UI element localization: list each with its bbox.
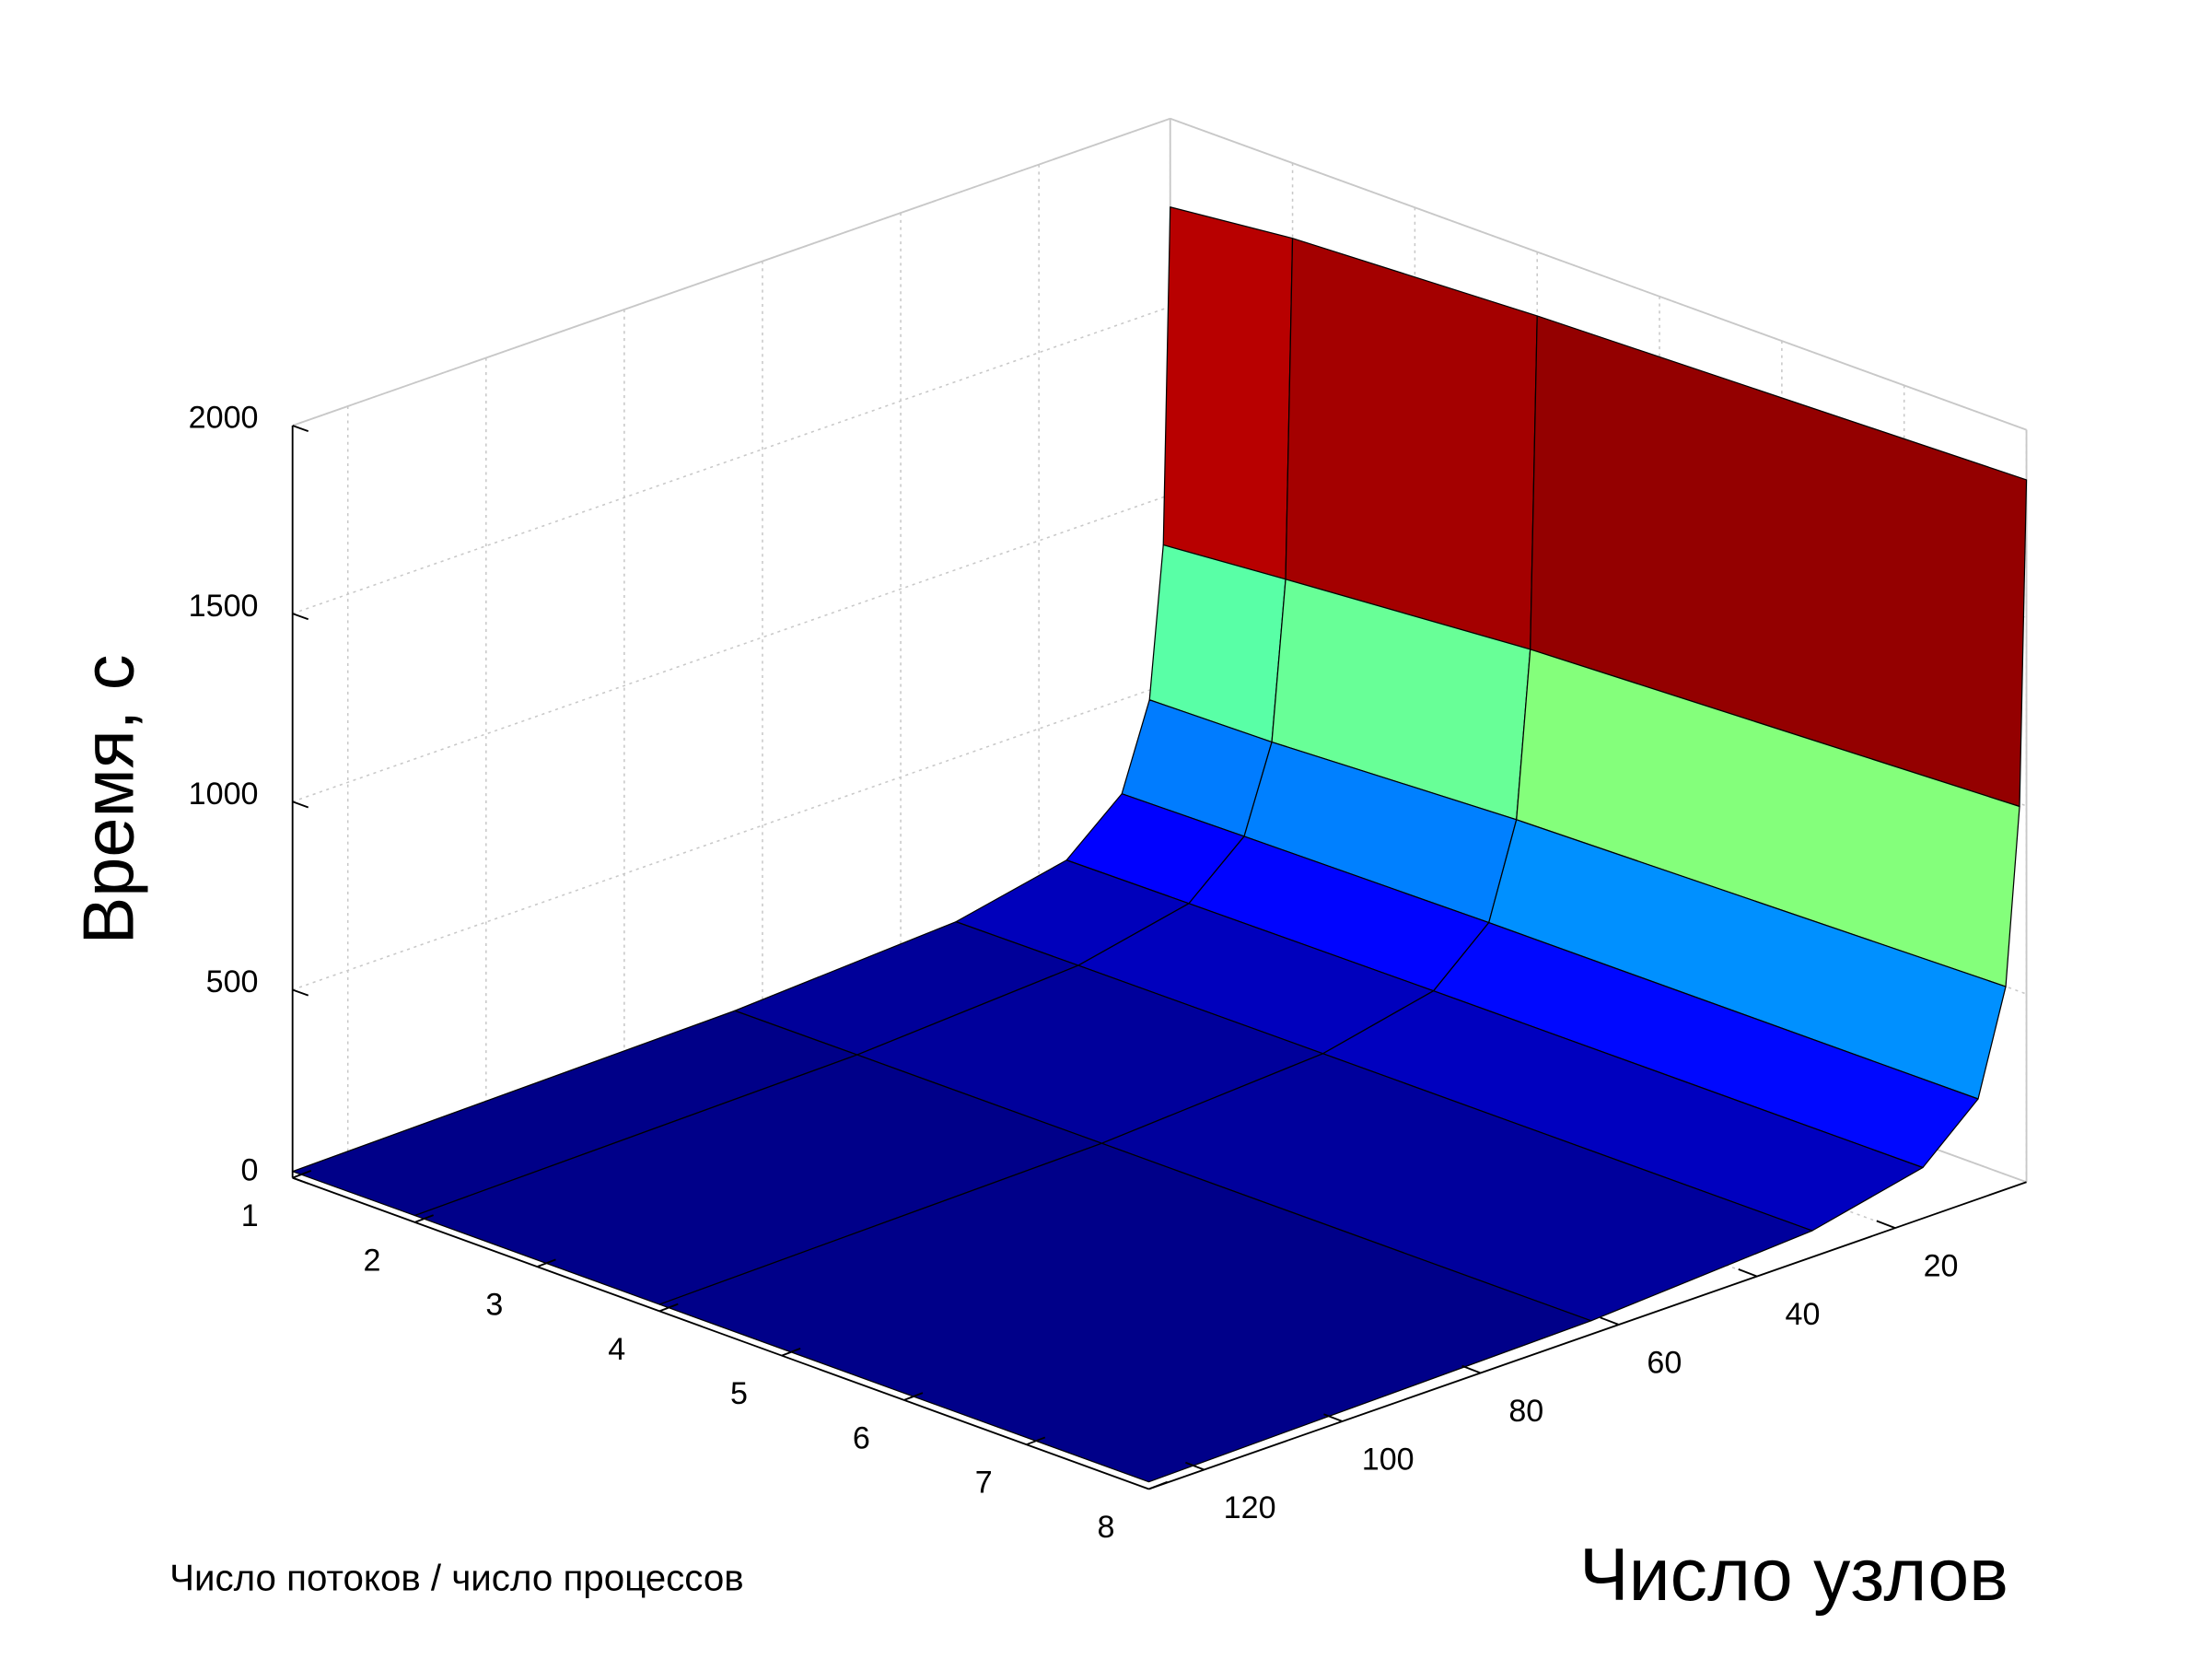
x-tick	[292, 1170, 312, 1179]
y-tick-label: 80	[1508, 1394, 1543, 1429]
y-tick	[1185, 1461, 1205, 1471]
x-tick	[781, 1348, 801, 1357]
x-tick-label: 6	[853, 1420, 870, 1455]
y-tick-label: 40	[1786, 1297, 1821, 1332]
surface-face	[658, 1142, 1592, 1483]
axes: 0 500 1000 1500 2000 1 2 3 4 5 6 7 8 20 40 60 80 100 120	[189, 401, 2027, 1545]
z-tick-label: 500	[206, 964, 259, 999]
z-tick-label: 2000	[189, 401, 259, 436]
y-tick	[1323, 1413, 1343, 1422]
z-tick	[292, 1176, 309, 1185]
y-tick	[1876, 1220, 1896, 1229]
x-axis-label: Число потоков / число процессов	[169, 1557, 744, 1598]
x-tick-label: 1	[241, 1198, 259, 1233]
x-tick	[1026, 1436, 1046, 1446]
surface-face	[1162, 206, 1294, 580]
y-tick-label: 20	[1924, 1249, 1959, 1284]
z-tick-label: 1000	[189, 777, 259, 812]
grid-line	[292, 494, 1170, 803]
y-axis-line	[1148, 1181, 2027, 1490]
z-tick	[292, 800, 309, 809]
y-tick-label: 60	[1647, 1345, 1682, 1380]
x-tick-label: 8	[1098, 1510, 1115, 1545]
y-axis-label: Число узлов	[1579, 1534, 2008, 1617]
z-tick	[292, 988, 309, 997]
y-tick-label: 100	[1362, 1442, 1415, 1477]
z-tick-label: 0	[241, 1152, 259, 1187]
x-tick	[903, 1392, 924, 1401]
z-tick	[292, 613, 309, 621]
x-tick-label: 5	[730, 1376, 748, 1411]
grid-line	[292, 682, 1170, 991]
z-axis-label: Время, с	[69, 655, 148, 945]
x-tick	[537, 1258, 556, 1268]
x-tick	[414, 1214, 434, 1223]
x-tick-label: 2	[364, 1243, 381, 1278]
y-tick	[1461, 1364, 1482, 1374]
x-tick-label: 7	[975, 1466, 993, 1501]
x-axis-line	[292, 1176, 1149, 1490]
x-tick	[658, 1303, 679, 1313]
grid-line	[292, 306, 1170, 614]
y-tick	[1738, 1268, 1758, 1278]
x-tick	[1148, 1480, 1168, 1490]
z-tick-label: 1500	[189, 589, 259, 624]
z-tick	[292, 425, 309, 433]
x-tick-label: 3	[485, 1288, 503, 1323]
x-tick-label: 4	[608, 1332, 625, 1367]
surface	[292, 206, 2028, 1483]
surface-face	[1285, 238, 1538, 650]
y-tick-label: 120	[1224, 1490, 1276, 1525]
grid-line	[1170, 118, 2027, 431]
grid-line	[292, 118, 1170, 426]
y-tick	[1600, 1316, 1620, 1326]
